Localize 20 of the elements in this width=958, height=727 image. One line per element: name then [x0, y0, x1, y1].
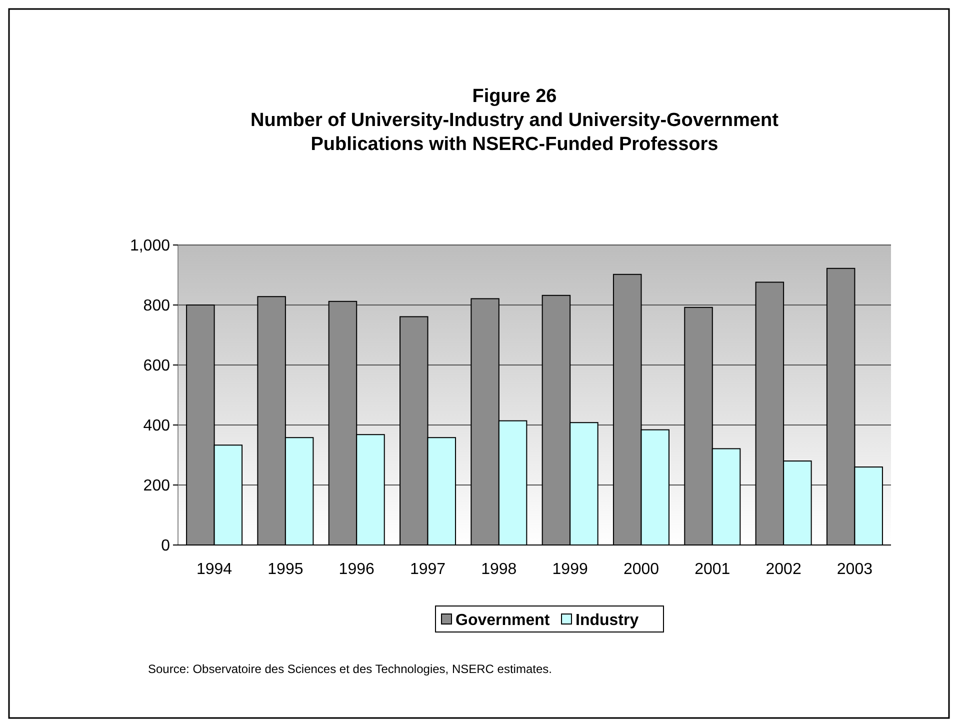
x-tick-label: 1999	[552, 561, 588, 578]
y-tick-label: 600	[143, 358, 170, 375]
y-tick-label: 200	[143, 478, 170, 495]
x-tick-label: 1998	[481, 561, 517, 578]
x-tick-label: 1997	[410, 561, 446, 578]
y-tick-label: 0	[161, 538, 170, 555]
x-tick-label: 2002	[766, 561, 802, 578]
x-tick-label: 2003	[836, 561, 873, 578]
x-tick-label: 1996	[338, 561, 375, 578]
text: 1,000	[130, 238, 170, 255]
y-tick-label: 400	[143, 418, 170, 435]
x-tick-label: 2001	[694, 561, 730, 578]
x-tick-label: 2000	[623, 561, 660, 578]
x-tick-label: 1995	[268, 561, 304, 578]
legend-label: Industry	[576, 612, 639, 629]
y-tick-label: 800	[143, 298, 170, 315]
chart-title: Figure 26 Number of University-Industry and University-Government Publications with NSERC-Funded Professors	[250, 86, 780, 155]
legend-label: Government	[456, 612, 550, 629]
x-tick-label: 1994	[196, 561, 232, 578]
source-note: Source: Observatoire des Sciences et des Technologies, NSERC estimates.	[148, 662, 552, 676]
